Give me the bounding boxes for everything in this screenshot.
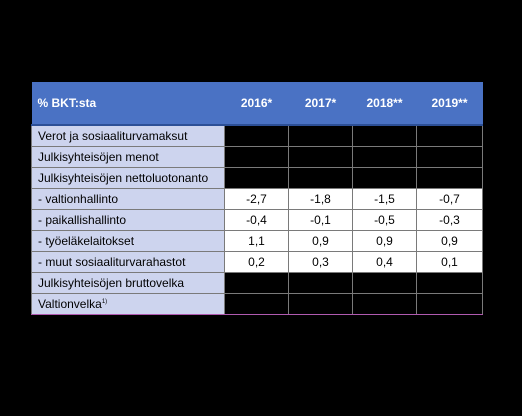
value-cell: 0,4 [352,251,417,273]
row-label: - valtionhallinto [31,188,225,210]
table-row: - muut sosiaaliturvarahastot 0,2 0,3 0,4 0,1 [31,251,483,273]
empty-cell [288,272,353,294]
empty-cell [352,167,417,189]
value-cell: -0,3 [416,209,483,231]
row-label-text: - valtionhallinto [38,192,119,206]
row-label: Verot ja sosiaaliturvamaksut [31,124,225,147]
header-year-2016: 2016* [224,82,289,126]
empty-cell [288,167,353,189]
row-label: Julkisyhteisöjen bruttovelka [31,272,225,294]
empty-cell [224,272,289,294]
row-label: Julkisyhteisöjen nettoluotonanto [31,167,225,189]
empty-cell [416,167,483,189]
table-row: Verot ja sosiaaliturvamaksut [31,124,483,147]
value-cell: 0,9 [352,230,417,252]
empty-cell [352,146,417,168]
row-label-text: - työeläkelaitokset [38,234,135,248]
table-row: - työeläkelaitokset 1,1 0,9 0,9 0,9 [31,230,483,252]
finance-table: % BKT:sta 2016* 2017* 2018** 2019** Vero… [31,82,483,315]
value-cell: -1,8 [288,188,353,210]
row-label-text: Valtionvelka [38,297,102,311]
value-cell: 0,3 [288,251,353,273]
value-cell: 1,1 [224,230,289,252]
row-label-text: - paikallishallinto [38,213,127,227]
header-year-2017: 2017* [288,82,353,126]
row-label: - työeläkelaitokset [31,230,225,252]
value-cell: -0,1 [288,209,353,231]
value-cell: -0,4 [224,209,289,231]
row-label: Julkisyhteisöjen menot [31,146,225,168]
value-cell: 0,9 [416,230,483,252]
table-row: Julkisyhteisöjen menot [31,146,483,168]
row-label-text: - muut sosiaaliturvarahastot [38,255,186,269]
empty-cell [416,293,483,315]
header-label: % BKT:sta [31,82,225,126]
empty-cell [352,124,417,147]
table-header-row: % BKT:sta 2016* 2017* 2018** 2019** [31,82,483,126]
table-row: - valtionhallinto -2,7 -1,8 -1,5 -0,7 [31,188,483,210]
value-cell: 0,9 [288,230,353,252]
value-cell: 0,1 [416,251,483,273]
row-label: - paikallishallinto [31,209,225,231]
value-cell: -0,5 [352,209,417,231]
value-cell: -1,5 [352,188,417,210]
footnote-marker: 1) [101,299,108,305]
table-row: Valtionvelka1) [31,293,483,315]
row-label-text: Julkisyhteisöjen nettoluotonanto [38,171,209,185]
header-year-2018: 2018** [352,82,417,126]
empty-cell [352,293,417,315]
empty-cell [288,293,353,315]
row-label-text: Julkisyhteisöjen bruttovelka [38,276,185,290]
empty-cell [224,146,289,168]
row-label: Valtionvelka1) [31,293,225,315]
empty-cell [416,272,483,294]
empty-cell [288,146,353,168]
value-cell: 0,2 [224,251,289,273]
empty-cell [416,146,483,168]
header-year-2019: 2019** [416,82,483,126]
value-cell: -2,7 [224,188,289,210]
table-row: - paikallishallinto -0,4 -0,1 -0,5 -0,3 [31,209,483,231]
row-label-text: Verot ja sosiaaliturvamaksut [38,129,188,143]
empty-cell [224,124,289,147]
value-cell: -0,7 [416,188,483,210]
empty-cell [352,272,417,294]
empty-cell [416,124,483,147]
empty-cell [288,124,353,147]
row-label: - muut sosiaaliturvarahastot [31,251,225,273]
empty-cell [224,167,289,189]
table-row: Julkisyhteisöjen nettoluotonanto [31,167,483,189]
row-label-text: Julkisyhteisöjen menot [38,150,159,164]
table-row: Julkisyhteisöjen bruttovelka [31,272,483,294]
empty-cell [224,293,289,315]
